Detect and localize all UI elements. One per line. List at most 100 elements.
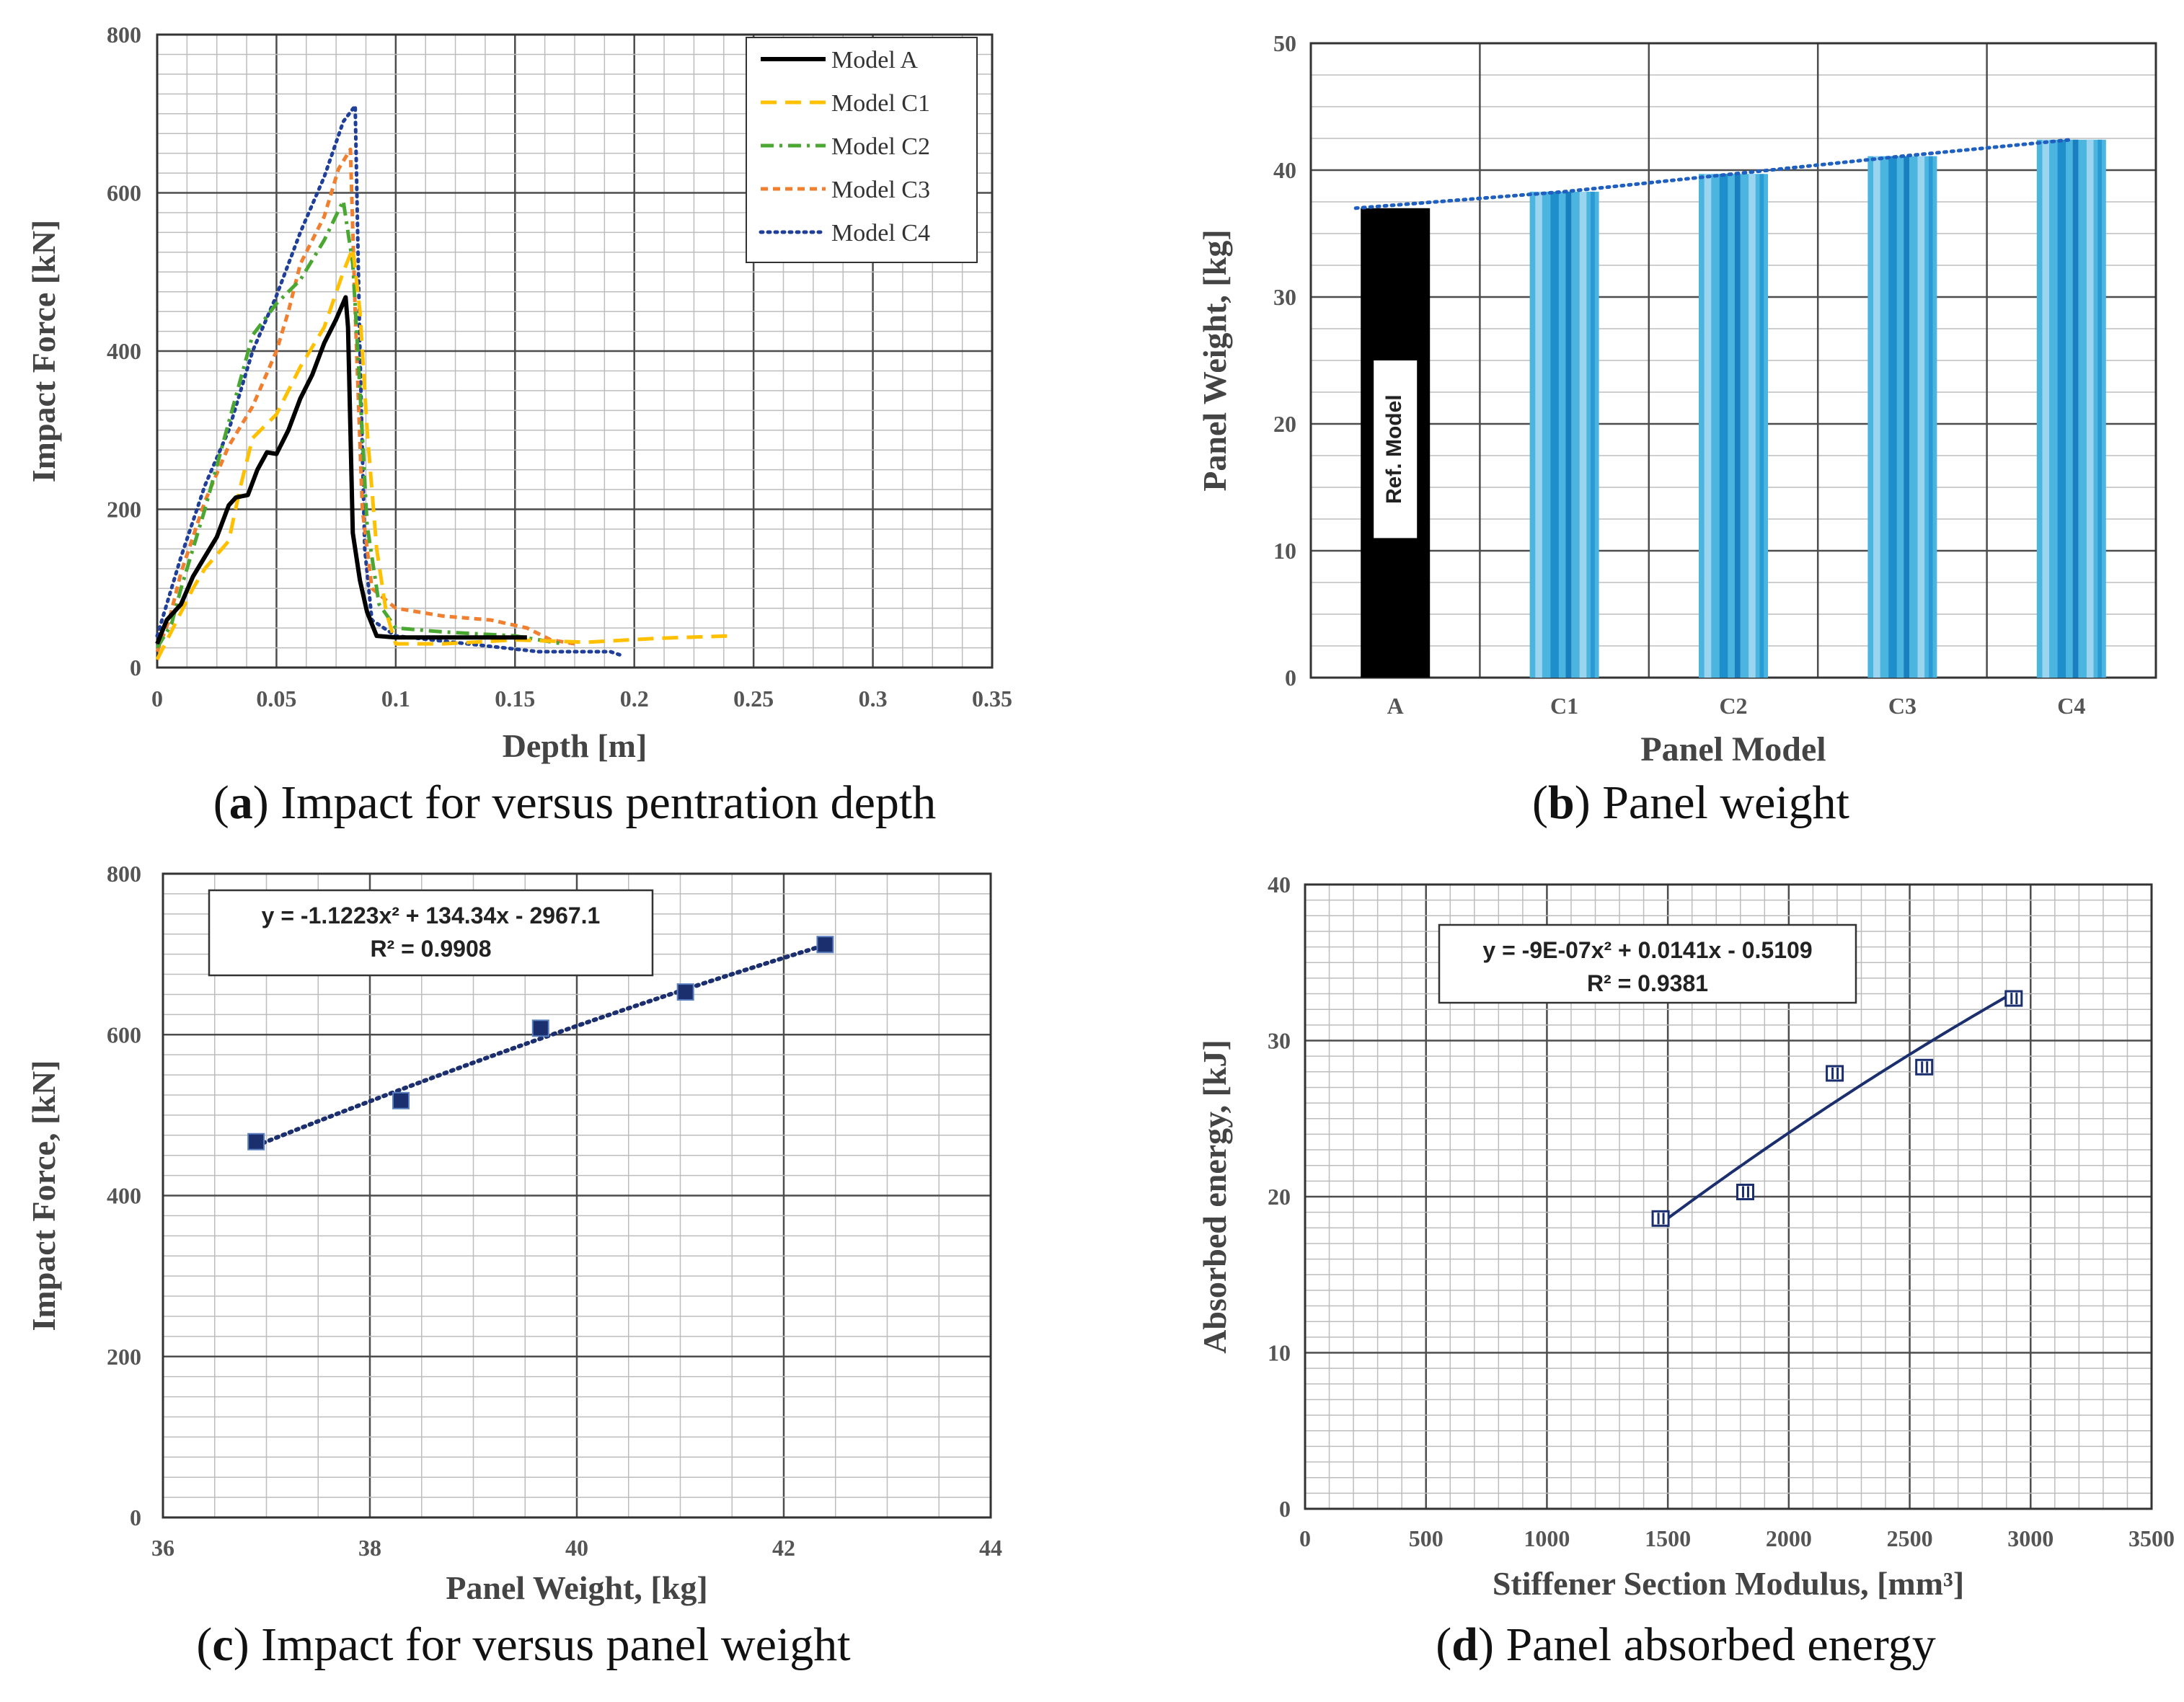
x-tick-label: 2500 (1887, 1525, 1933, 1551)
plot-frame (1304, 883, 2153, 1510)
x-tick-label: 0 (1299, 1525, 1311, 1551)
y-tick-label: 30 (1273, 284, 1296, 310)
x-tick-label: 0.15 (495, 686, 535, 712)
x-axis-title: Panel Weight, [kg] (446, 1569, 707, 1606)
y-tick-label: 0 (130, 655, 141, 681)
y-tick-label: 200 (107, 497, 141, 523)
bar-stripe (1917, 156, 1925, 678)
x-tick-label: C1 (1550, 693, 1578, 719)
bar-stripe (1535, 191, 1542, 678)
caption-paren: ) (253, 776, 269, 829)
bar-stripe (1748, 174, 1756, 678)
caption-letter: d (1451, 1618, 1478, 1671)
caption: (d) Panel absorbed energy (1436, 1618, 1935, 1671)
trendline (1659, 990, 2015, 1225)
caption-paren: ( (1436, 1618, 1451, 1671)
x-tick-label: A (1387, 693, 1404, 719)
x-tick-label: 40 (565, 1535, 588, 1561)
x-axis-title: Depth [m] (503, 727, 647, 764)
series-line-model-c1 (155, 246, 730, 661)
legend-label: Model C3 (831, 177, 930, 203)
y-tick-label: 30 (1268, 1028, 1291, 1054)
x-tick-label: C2 (1719, 693, 1747, 719)
caption-letter: c (212, 1618, 233, 1671)
x-tick-label: 3000 (2007, 1525, 2053, 1551)
caption: (a) Impact for versus pentration depth (213, 776, 937, 829)
x-tick-label: C3 (1888, 693, 1916, 719)
bar-stripe (1550, 191, 1559, 678)
data-point (1826, 1065, 1844, 1082)
y-axis-title: Impact Force, [kN] (25, 1060, 62, 1331)
legend-label: Model C1 (831, 90, 930, 117)
y-axis-title: Panel Weight, [kg] (1196, 229, 1233, 491)
caption-text: Panel absorbed energy (1494, 1618, 1936, 1671)
caption-paren: ( (196, 1618, 212, 1671)
r-squared: R² = 0.9381 (1587, 970, 1708, 996)
y-tick-label: 0 (1285, 665, 1296, 691)
bar-stripe (1591, 191, 1595, 678)
caption-letter: b (1548, 776, 1575, 829)
bar-C1 (1529, 191, 1599, 678)
x-tick-label: 2000 (1766, 1525, 1812, 1551)
y-tick-label: 10 (1268, 1340, 1291, 1366)
ref-model-label: Ref. Model (1382, 394, 1406, 504)
bar-stripe (1904, 156, 1909, 678)
caption-paren: ) (1575, 776, 1591, 829)
marker-box (1651, 1210, 1670, 1227)
y-tick-label: 40 (1273, 157, 1296, 183)
bar-stripe (1579, 191, 1587, 678)
bar-stripe (1759, 174, 1764, 678)
panel-c-scatter-chart: 0 200 400 600 800 36 38 40 42 44 Panel Weight, [kg… (25, 861, 1002, 1671)
x-tick-label: 500 (1409, 1525, 1444, 1551)
x-tick-label: 0 (151, 686, 163, 712)
data-point (676, 983, 694, 1001)
x-tick-label: 0.35 (972, 686, 1012, 712)
marker-box (1915, 1058, 1934, 1076)
bar-stripe (2097, 139, 2103, 678)
fit-equation: y = -1.1223x² + 134.34x - 2967.1 (262, 903, 601, 928)
y-axis-title: Impact Force [kN] (25, 220, 62, 483)
bar-stripe (2072, 139, 2079, 678)
bar-C2 (1699, 174, 1768, 678)
x-tick-label: 0.3 (859, 686, 888, 712)
r-squared: R² = 0.9908 (370, 936, 491, 962)
x-tick-label: 3500 (2128, 1525, 2175, 1551)
bar-stripe (1704, 174, 1712, 678)
legend-box (746, 37, 978, 263)
y-axis-title: Absorbed energy, [kJ] (1196, 1040, 1233, 1354)
y-tick-label: 600 (107, 180, 141, 206)
x-tick-label: 0.25 (733, 686, 774, 712)
y-tick-label: 400 (107, 1183, 141, 1209)
data-point (816, 936, 834, 954)
y-tick-label: 10 (1273, 538, 1296, 564)
bar-stripe (1928, 156, 1933, 678)
x-tick-label: 0.2 (620, 686, 649, 712)
y-tick-label: 200 (107, 1344, 141, 1370)
series-line-model-a (155, 295, 527, 645)
trendline (1353, 138, 2074, 210)
marker-box (1736, 1184, 1754, 1201)
bar-stripe (1888, 156, 1897, 678)
bar-stripe (2086, 139, 2094, 678)
bar-stripe (2042, 139, 2050, 678)
marker-box (2004, 990, 2023, 1007)
data-point (2004, 990, 2023, 1007)
panel-a-line-chart: 0 200 400 600 800 0 0.05 0.1 0.15 0.2 0.25 0.3 0.35 D… (25, 22, 1012, 829)
bar-stripe (1565, 191, 1572, 678)
caption-paren: ) (1478, 1618, 1494, 1671)
bar-stripe (1873, 156, 1880, 678)
caption-text: Panel weight (1591, 776, 1849, 829)
bar-C3 (1867, 156, 1937, 678)
y-tick-label: 600 (107, 1021, 141, 1047)
caption-letter: a (229, 776, 253, 829)
grid (162, 872, 992, 1519)
x-tick-label: 0.05 (256, 686, 296, 712)
data-point (1736, 1184, 1754, 1201)
x-tick-label: 0.1 (381, 686, 410, 712)
legend-label: Model A (831, 47, 918, 74)
y-tick-label: 800 (107, 861, 141, 887)
caption: (b) Panel weight (1532, 776, 1849, 829)
legend-label: Model C2 (831, 133, 930, 160)
fit-equation: y = -9E-07x² + 0.0141x - 0.5109 (1482, 937, 1812, 963)
